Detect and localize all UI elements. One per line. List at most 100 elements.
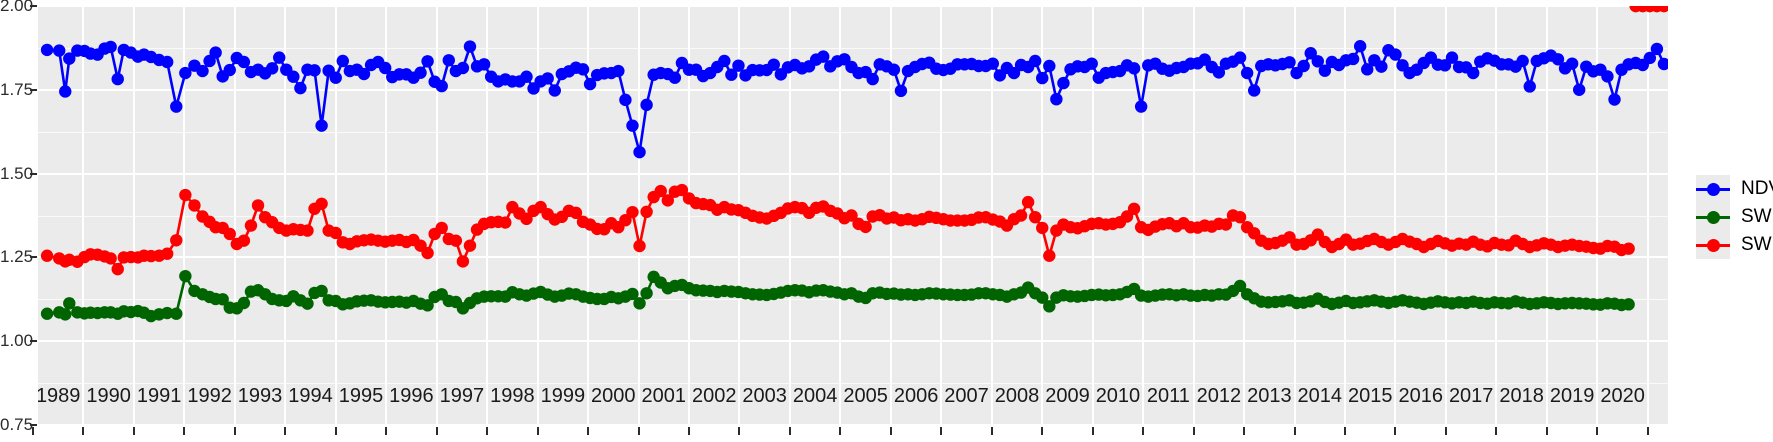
data-point bbox=[1608, 93, 1621, 106]
x-tick-mark bbox=[1344, 427, 1347, 435]
x-tick-mark bbox=[132, 427, 135, 435]
data-point bbox=[1346, 52, 1360, 66]
data-point bbox=[435, 221, 448, 235]
x-tick-mark bbox=[1545, 427, 1548, 435]
gridline-vertical-major bbox=[334, 6, 337, 425]
y-tick-mark bbox=[30, 5, 37, 7]
y-tick-mark bbox=[30, 340, 37, 343]
data-point bbox=[463, 239, 477, 252]
x-tick-mark bbox=[788, 427, 791, 435]
legend-label-ndvi: NDVI bbox=[1741, 178, 1773, 199]
data-point bbox=[315, 119, 328, 132]
gridline-vertical-major bbox=[1091, 6, 1094, 425]
y-tick-mark bbox=[30, 172, 37, 175]
data-point bbox=[626, 205, 639, 219]
x-tick-mark bbox=[1293, 427, 1296, 435]
data-point bbox=[237, 296, 251, 310]
data-point bbox=[1050, 92, 1063, 106]
data-point bbox=[1353, 40, 1367, 53]
legend-item-ndvi[interactable]: NDVI bbox=[1696, 175, 1773, 203]
gridline-horizontal-minor bbox=[38, 383, 1668, 385]
data-point bbox=[294, 81, 307, 95]
data-point bbox=[160, 306, 174, 320]
x-tick-mark bbox=[82, 427, 85, 435]
y-tick-label-1.50: 1.50 bbox=[0, 163, 34, 183]
x-tick-mark bbox=[839, 427, 842, 435]
x-tick-label-2012: 2012 bbox=[1196, 385, 1242, 407]
x-tick-label-2008: 2008 bbox=[994, 385, 1040, 407]
x-tick-label-1994: 1994 bbox=[288, 385, 333, 407]
y-tick-mark bbox=[30, 88, 37, 91]
data-point bbox=[308, 64, 321, 77]
x-tick-label-1989: 1989 bbox=[38, 385, 81, 407]
data-point bbox=[435, 79, 448, 93]
data-point bbox=[379, 61, 392, 75]
data-point bbox=[1127, 62, 1141, 75]
data-point bbox=[301, 297, 314, 310]
chart-legend: NDVI SWIR2 SWIR1 bbox=[1696, 175, 1773, 259]
data-point bbox=[859, 220, 872, 234]
gridline-vertical-major bbox=[183, 6, 186, 425]
data-point bbox=[179, 188, 192, 202]
data-point bbox=[414, 66, 427, 79]
legend-item-swir2[interactable]: SWIR2 bbox=[1696, 203, 1773, 231]
gridline-horizontal-minor bbox=[38, 299, 1668, 301]
data-point bbox=[40, 43, 54, 57]
legend-item-swir1[interactable]: SWIR1 bbox=[1696, 231, 1773, 259]
gridline-vertical-major bbox=[1394, 6, 1397, 425]
x-tick-mark bbox=[1091, 427, 1094, 435]
x-tick-mark bbox=[334, 427, 337, 435]
x-tick-mark bbox=[435, 427, 438, 435]
data-point bbox=[421, 246, 434, 260]
data-point bbox=[456, 255, 470, 268]
data-point bbox=[640, 98, 653, 112]
data-point bbox=[612, 64, 625, 78]
gridline-vertical-major bbox=[486, 6, 489, 425]
data-point bbox=[569, 206, 583, 220]
data-point bbox=[111, 262, 124, 276]
data-point bbox=[499, 216, 512, 229]
data-point bbox=[53, 44, 66, 57]
data-point bbox=[1021, 195, 1035, 209]
data-point bbox=[1057, 76, 1070, 90]
data-point bbox=[1361, 63, 1374, 76]
data-point bbox=[1219, 218, 1233, 231]
data-point bbox=[1304, 47, 1317, 60]
data-point bbox=[170, 234, 183, 247]
gridline-vertical-major bbox=[1495, 6, 1498, 425]
data-point bbox=[1389, 48, 1402, 61]
gridline-vertical-major bbox=[788, 6, 791, 425]
x-tick-label-2020: 2020 bbox=[1600, 385, 1645, 407]
x-tick-mark bbox=[1243, 427, 1246, 435]
data-point bbox=[1445, 51, 1459, 64]
series-layer bbox=[40, 6, 1668, 323]
data-point bbox=[1283, 56, 1296, 69]
data-point bbox=[1523, 80, 1536, 93]
x-tick-label-1995: 1995 bbox=[338, 385, 384, 407]
x-tick-mark bbox=[637, 427, 640, 435]
x-tick-label-2015: 2015 bbox=[1348, 385, 1393, 407]
data-point bbox=[104, 40, 117, 54]
gridline-vertical-major bbox=[1142, 6, 1145, 425]
gridline-horizontal-minor bbox=[38, 47, 1668, 49]
x-tick-label-1992: 1992 bbox=[187, 385, 232, 407]
data-point bbox=[442, 54, 455, 67]
gridline-horizontal-major bbox=[38, 172, 1668, 175]
data-point bbox=[520, 212, 533, 226]
x-tick-label-2017: 2017 bbox=[1448, 385, 1494, 407]
x-tick-mark bbox=[1142, 427, 1145, 435]
legend-label-swir1: SWIR1 bbox=[1741, 234, 1773, 255]
x-tick-label-2014: 2014 bbox=[1297, 385, 1343, 407]
data-point bbox=[732, 59, 745, 72]
data-point bbox=[449, 234, 463, 247]
series-ndvi bbox=[40, 40, 1668, 159]
x-tick-mark bbox=[1192, 427, 1195, 435]
data-point bbox=[1233, 210, 1247, 224]
x-tick-label-1990: 1990 bbox=[86, 385, 131, 407]
data-point bbox=[59, 308, 72, 321]
data-point bbox=[160, 247, 174, 260]
data-point bbox=[287, 70, 300, 83]
x-tick-label-2011: 2011 bbox=[1146, 385, 1190, 407]
data-point bbox=[1028, 210, 1042, 224]
data-point bbox=[421, 55, 434, 68]
